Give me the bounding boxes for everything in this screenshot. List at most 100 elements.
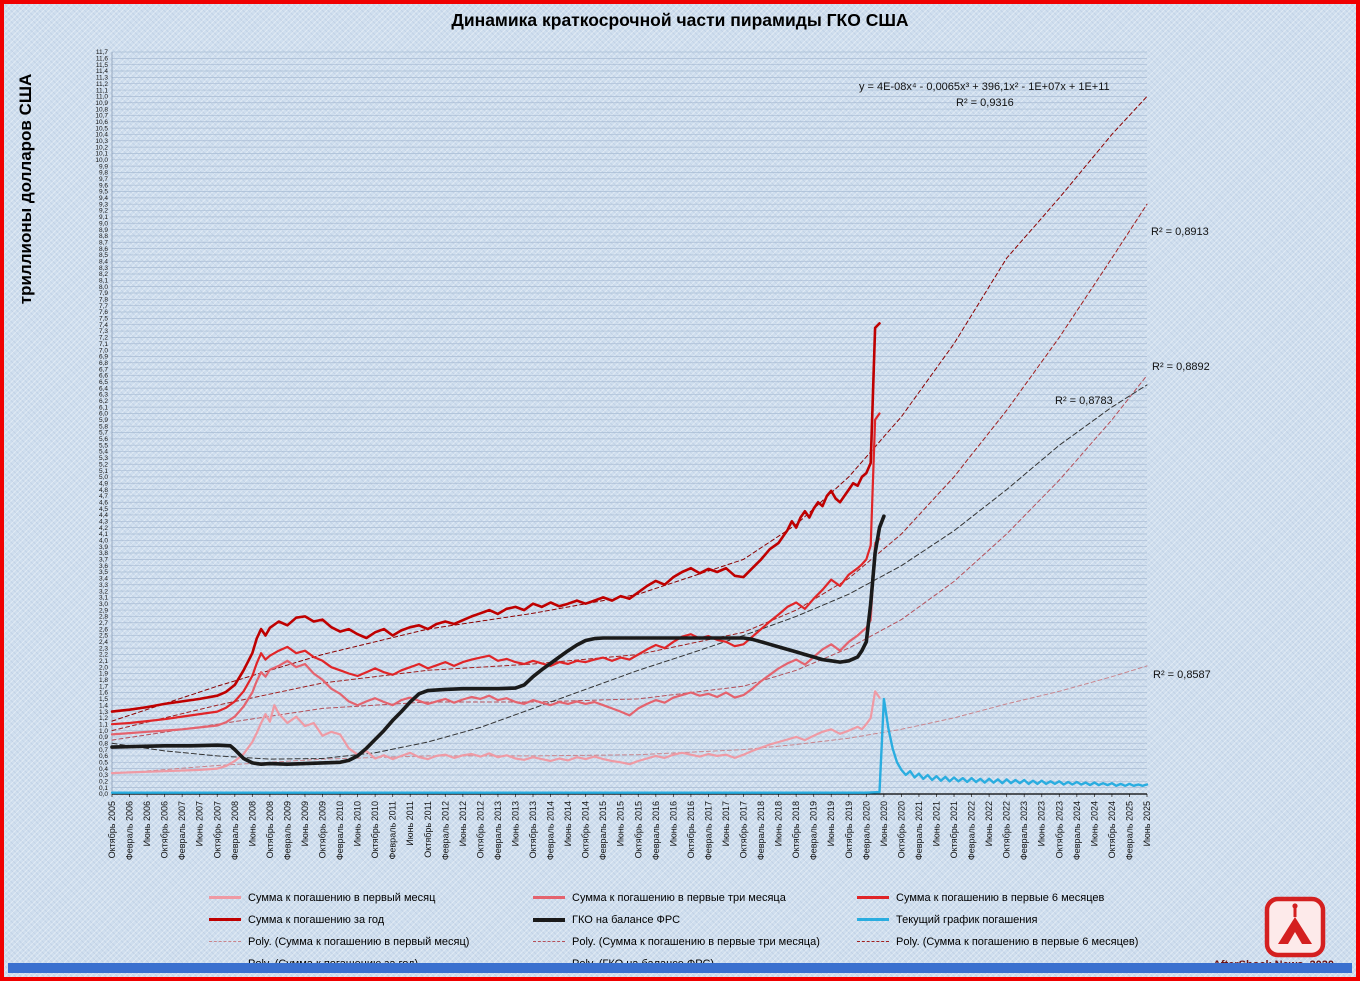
svg-text:11,5: 11,5 [96,62,109,69]
legend-dashed-line-swatch [209,941,241,942]
svg-text:Февраль 2018: Февраль 2018 [756,801,766,860]
svg-text:10,7: 10,7 [95,113,108,120]
series-poly-3-months [111,374,1148,741]
svg-text:6,0: 6,0 [99,411,108,418]
svg-text:Октябрь 2008: Октябрь 2008 [265,801,275,858]
series-current-schedule [110,697,1149,794]
svg-text:1,0: 1,0 [99,728,108,735]
svg-text:4,6: 4,6 [99,499,108,506]
svg-text:Февраль 2014: Февраль 2014 [546,801,556,860]
legend-label: Сумма к погашению в первые 6 месяцев [896,891,1105,904]
svg-text:10,1: 10,1 [95,151,108,158]
svg-text:6,8: 6,8 [99,360,108,367]
svg-text:2,4: 2,4 [99,639,108,646]
aftershock-logo [1264,896,1326,958]
svg-text:9,4: 9,4 [99,195,108,202]
svg-text:3,6: 3,6 [99,563,108,570]
legend-line-swatch [533,896,565,899]
gridlines [111,51,1148,797]
svg-text:9,0: 9,0 [99,220,108,227]
legend-item: Сумма к погашению за год [209,910,527,929]
svg-text:Февраль 2008: Февраль 2008 [230,801,240,860]
svg-text:7,7: 7,7 [99,303,108,310]
svg-text:Июнь 2007: Июнь 2007 [195,801,205,846]
svg-text:9,5: 9,5 [99,189,108,196]
svg-text:8,6: 8,6 [99,246,108,253]
svg-text:2,6: 2,6 [99,626,108,633]
svg-text:2,7: 2,7 [99,620,108,627]
svg-text:10,0: 10,0 [95,157,108,164]
svg-text:4,1: 4,1 [99,531,108,538]
chart-legend: Сумма к погашению в первый месяц Сумма к … [209,888,1219,973]
svg-text:0,5: 0,5 [99,759,108,766]
series-sum-6-months [110,412,881,726]
svg-text:Октябрь 2007: Октябрь 2007 [212,801,222,858]
svg-text:8,2: 8,2 [99,271,108,278]
svg-text:4,0: 4,0 [99,538,108,545]
legend-line-swatch [209,896,241,899]
svg-text:Февраль 2011: Февраль 2011 [388,801,398,859]
svg-text:1,6: 1,6 [99,690,108,697]
svg-text:2,0: 2,0 [99,664,108,671]
svg-text:Июнь 2015: Июнь 2015 [616,801,626,846]
svg-text:Февраль 2017: Февраль 2017 [703,801,713,860]
svg-text:0,4: 0,4 [99,766,108,773]
aftershock-logo-icon [1264,896,1326,958]
svg-text:5,1: 5,1 [99,468,108,475]
svg-text:5,9: 5,9 [99,417,108,424]
svg-text:Октябрь 2013: Октябрь 2013 [528,801,538,858]
svg-text:11,7: 11,7 [96,49,109,56]
legend-line-swatch [209,918,241,921]
svg-text:2,5: 2,5 [99,633,108,640]
legend-dashed-line-swatch [857,941,889,942]
svg-text:4,8: 4,8 [99,487,108,494]
svg-text:Октябрь 2015: Октябрь 2015 [633,801,643,858]
svg-text:Июнь 2008: Июнь 2008 [247,801,257,846]
svg-text:1,9: 1,9 [99,671,108,678]
svg-text:Февраль 2009: Февраль 2009 [282,801,292,860]
svg-text:11,0: 11,0 [96,94,109,101]
svg-text:Июнь 2014: Июнь 2014 [563,801,573,846]
series-poly-gko-frs [111,384,1148,760]
svg-text:7,5: 7,5 [99,316,108,323]
svg-text:6,2: 6,2 [99,398,108,405]
svg-text:Июнь 2019: Июнь 2019 [826,801,836,846]
svg-text:10,8: 10,8 [95,106,108,113]
legend-label: Poly. (Сумма к погашению в первые 6 меся… [896,935,1139,948]
svg-text:0,6: 0,6 [99,753,108,760]
svg-text:2,1: 2,1 [99,658,108,665]
svg-text:Июнь 2012: Июнь 2012 [458,801,468,846]
svg-text:4,4: 4,4 [99,512,108,519]
svg-text:1,3: 1,3 [99,709,108,716]
legend-label: Сумма к погашению в первые три месяца [572,891,786,904]
svg-text:6,4: 6,4 [99,385,108,392]
legend-label: Poly. (Сумма к погашению в первый месяц) [248,935,470,948]
svg-text:8,7: 8,7 [99,239,108,246]
legend-label: Poly. (Сумма к погашению в первые три ме… [572,935,820,948]
svg-text:7,1: 7,1 [99,341,108,348]
svg-text:Февраль 2021: Февраль 2021 [914,801,924,860]
svg-text:Июнь 2010: Июнь 2010 [353,801,363,846]
svg-text:3,2: 3,2 [99,588,108,595]
svg-text:0,8: 0,8 [99,740,108,747]
svg-text:5,5: 5,5 [99,442,108,449]
svg-text:1,4: 1,4 [99,702,108,709]
svg-text:Июнь 2018: Июнь 2018 [774,801,784,846]
chart-plot: 0,00,10,20,30,40,50,60,70,80,91,01,11,21… [95,49,1152,860]
svg-text:1,1: 1,1 [99,721,108,728]
svg-text:4,9: 4,9 [99,480,108,487]
svg-text:0,2: 0,2 [99,779,108,786]
svg-text:Февраль 2019: Февраль 2019 [809,801,819,860]
legend-label: Текущий график погашения [896,913,1038,926]
legend-label: Сумма к погашению в первый месяц [248,891,436,904]
legend-item: ГКО на балансе ФРС [533,910,851,929]
series-poly-6-months [111,203,1148,732]
svg-text:9,9: 9,9 [99,163,108,170]
legend-line-swatch [857,896,889,899]
svg-text:5,7: 5,7 [99,430,108,437]
svg-text:7,2: 7,2 [99,335,108,342]
svg-text:Февраль 2020: Февраль 2020 [861,801,871,860]
svg-text:8,8: 8,8 [99,233,108,240]
svg-text:Октябрь 2024: Октябрь 2024 [1107,801,1117,858]
svg-text:1,8: 1,8 [99,677,108,684]
